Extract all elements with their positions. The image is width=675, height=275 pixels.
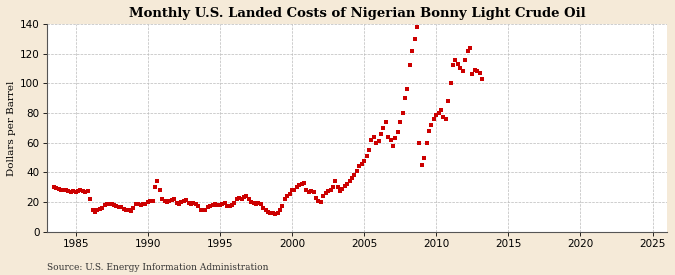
Text: Source: U.S. Energy Information Administration: Source: U.S. Energy Information Administ… (47, 263, 269, 272)
Title: Monthly U.S. Landed Costs of Nigerian Bonny Light Crude Oil: Monthly U.S. Landed Costs of Nigerian Bo… (128, 7, 585, 20)
Y-axis label: Dollars per Barrel: Dollars per Barrel (7, 80, 16, 175)
